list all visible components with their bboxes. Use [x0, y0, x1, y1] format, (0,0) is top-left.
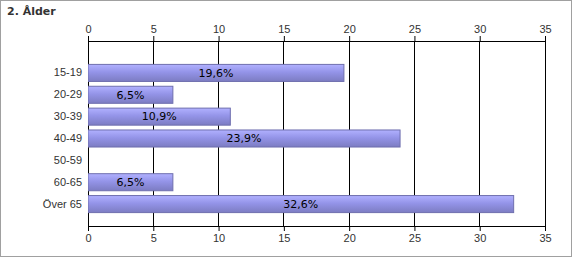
- bar: [88, 196, 514, 213]
- tick-mark: [414, 36, 415, 41]
- bar: [88, 86, 173, 103]
- grid-line: [545, 41, 546, 226]
- data-label: 6,5%: [116, 89, 144, 102]
- data-label: 32,6%: [283, 198, 318, 211]
- tick: 15: [278, 23, 290, 41]
- tick: 60-65: [54, 176, 82, 188]
- tick-label: 5: [151, 23, 157, 35]
- grid: [88, 41, 545, 226]
- tick-label: 50-59: [54, 154, 82, 166]
- bar: [88, 108, 230, 125]
- tick: 15: [278, 226, 290, 244]
- tick-mark: [414, 226, 415, 231]
- tick-label: 15-19: [54, 66, 82, 78]
- tick-mark: [219, 36, 220, 41]
- tick: 40-49: [54, 132, 82, 144]
- y-axis: 15-19 20-29 30-39 40-49 50-59 60-65 Över 65: [43, 66, 82, 209]
- tick-mark: [284, 226, 285, 231]
- tick-label: 30: [474, 232, 486, 244]
- tick-label: 10: [213, 23, 225, 35]
- tick-mark: [88, 226, 89, 231]
- tick: 20-29: [54, 88, 82, 100]
- data-label: 10,9%: [142, 110, 177, 123]
- tick-label: 15: [278, 23, 290, 35]
- bars: [88, 64, 514, 212]
- chart-container: 2. Ålder 0 5 10 15 20 25 30 35 0 5 10 15 20 25 30 35 15-1…: [0, 0, 572, 257]
- tick-label: 40-49: [54, 132, 82, 144]
- bar: [88, 152, 89, 169]
- tick-mark: [88, 36, 89, 41]
- tick: 25: [409, 226, 421, 244]
- tick-label: Över 65: [43, 198, 82, 210]
- data-label: 6,5%: [116, 176, 144, 189]
- data-label: 23,9%: [227, 132, 262, 145]
- tick-label: 0: [85, 232, 91, 244]
- tick: 0: [85, 226, 91, 244]
- tick: 25: [409, 23, 421, 41]
- tick-label: 35: [539, 232, 551, 244]
- tick-mark: [349, 226, 350, 231]
- tick-label: 35: [539, 23, 551, 35]
- tick-mark: [219, 226, 220, 231]
- tick: 5: [151, 226, 157, 244]
- tick-label: 5: [151, 232, 157, 244]
- tick: 35: [539, 226, 551, 244]
- tick-label: 30: [474, 23, 486, 35]
- tick: 10: [213, 226, 225, 244]
- tick: 20: [344, 226, 356, 244]
- tick-mark: [545, 36, 546, 41]
- tick: 5: [151, 23, 157, 41]
- axis-line: [89, 41, 546, 42]
- data-labels: 19,6% 6,5% 10,9% 23,9% 6,5% 32,6%: [116, 67, 318, 211]
- data-label: 19,6%: [198, 67, 233, 80]
- tick-label: 25: [409, 23, 421, 35]
- x-axis-top: 0 5 10 15 20 25 30 35: [85, 23, 551, 42]
- tick-mark: [153, 226, 154, 231]
- tick: 0: [85, 23, 91, 41]
- tick-mark: [480, 36, 481, 41]
- tick-mark: [284, 36, 285, 41]
- axis-line: [89, 226, 546, 227]
- title: 2. Ålder: [7, 5, 56, 18]
- tick-mark: [349, 36, 350, 41]
- tick: 30: [474, 226, 486, 244]
- tick-mark: [480, 226, 481, 231]
- tick-label: 20: [344, 23, 356, 35]
- bar: [88, 174, 173, 191]
- tick-mark: [153, 36, 154, 41]
- tick: 35: [539, 23, 551, 41]
- tick: 10: [213, 23, 225, 41]
- frame: [1, 1, 572, 257]
- tick-mark: [545, 226, 546, 231]
- tick: 30: [474, 23, 486, 41]
- tick: Över 65: [43, 198, 82, 210]
- tick-label: 15: [278, 232, 290, 244]
- chart: 2. Ålder 0 5 10 15 20 25 30 35 0 5 10 15 20 25 30 35 15-1…: [0, 0, 572, 257]
- bar: [88, 64, 344, 81]
- tick-label: 0: [85, 23, 91, 35]
- tick: 15-19: [54, 66, 82, 78]
- tick: 50-59: [54, 154, 82, 166]
- tick-label: 20: [344, 232, 356, 244]
- x-axis-bottom: 0 5 10 15 20 25 30 35: [85, 226, 551, 244]
- tick-label: 25: [409, 232, 421, 244]
- tick-label: 60-65: [54, 176, 82, 188]
- tick-label: 20-29: [54, 88, 82, 100]
- tick-label: 30-39: [54, 110, 82, 122]
- tick: 30-39: [54, 110, 82, 122]
- tick-label: 10: [213, 232, 225, 244]
- tick: 20: [344, 23, 356, 41]
- bar: [88, 130, 400, 147]
